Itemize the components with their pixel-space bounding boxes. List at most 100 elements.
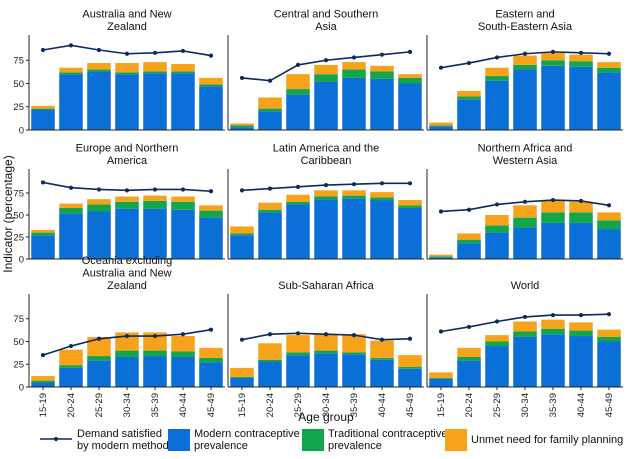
bar-unmet <box>286 335 310 353</box>
bar-unmet <box>199 347 223 358</box>
bar-traditional <box>258 108 282 112</box>
panel-7: Sub-Saharan Africa 15-19 20-24 25-29 30-34 35… <box>227 280 424 417</box>
x-tick-label: 20-24 <box>66 393 77 417</box>
demand-point <box>180 187 186 192</box>
bar-modern <box>31 235 55 259</box>
bar-modern <box>370 78 394 130</box>
bar-modern <box>429 257 453 259</box>
panel-title-line: Asia <box>315 21 337 33</box>
bar-unmet <box>429 122 453 126</box>
bar-traditional <box>541 60 565 66</box>
bar-unmet <box>171 336 195 352</box>
bar-unmet <box>597 212 621 221</box>
demand-point <box>438 329 444 334</box>
bar-unmet <box>199 205 223 211</box>
y-tick-label: 75 <box>13 188 24 199</box>
bar-traditional <box>398 366 422 369</box>
panel-8: World 15-19 20-24 25-29 30-34 35-39 40-44 45-49 <box>426 280 623 417</box>
bar-modern <box>370 359 394 387</box>
bar-unmet <box>398 200 422 206</box>
demand-point <box>323 332 329 337</box>
demand-point <box>438 65 444 70</box>
x-tick-label: 25-29 <box>94 393 105 417</box>
bar-modern <box>59 74 83 130</box>
legend-key-demand-point <box>53 436 59 442</box>
panel-title-line: Western Asia <box>493 155 558 167</box>
bar-traditional <box>258 209 282 213</box>
bar-modern <box>597 229 621 259</box>
bar-traditional <box>541 212 565 223</box>
demand-point <box>239 337 245 342</box>
bar-unmet <box>115 63 139 73</box>
demand-point <box>379 52 385 57</box>
bar-traditional <box>370 71 394 79</box>
panel-title-line: Zealand <box>107 21 147 33</box>
bar-traditional <box>398 205 422 208</box>
demand-point <box>124 188 130 193</box>
panel-title-line: Northern Africa and <box>478 143 573 155</box>
bar-modern <box>230 235 254 259</box>
bar-traditional <box>286 352 310 356</box>
demand-point <box>550 49 556 54</box>
bar-modern <box>31 382 55 387</box>
bar-modern <box>87 360 111 387</box>
demand-point <box>550 197 556 203</box>
bar-modern <box>87 71 111 130</box>
bar-traditional <box>342 69 366 78</box>
legend-label: Demand satisfied <box>77 428 162 440</box>
demand-point <box>438 209 444 214</box>
bar-modern <box>398 207 422 259</box>
bar-unmet <box>457 90 481 97</box>
y-tick-label: 25 <box>13 102 24 113</box>
bar-traditional <box>457 96 481 100</box>
x-tick-label: 30-34 <box>122 393 133 417</box>
bar-traditional <box>370 197 394 201</box>
x-tick-label: 15-19 <box>38 393 49 417</box>
bar-unmet <box>314 64 338 75</box>
bar-unmet <box>398 355 422 367</box>
bar-traditional <box>87 69 111 72</box>
bar-traditional <box>541 328 565 335</box>
demand-point <box>295 331 301 336</box>
bar-traditional <box>31 232 55 236</box>
bar-traditional <box>31 108 55 110</box>
bar-modern <box>171 73 195 130</box>
bar-modern <box>199 86 223 130</box>
demand-point <box>466 207 472 212</box>
bar-traditional <box>597 67 621 73</box>
x-tick-label: 45-49 <box>604 393 615 417</box>
bar-modern <box>258 361 282 387</box>
demand-point <box>124 51 130 56</box>
bar-modern <box>370 200 394 259</box>
bar-traditional <box>286 89 310 95</box>
bar-modern <box>457 243 481 259</box>
demand-point <box>522 51 528 56</box>
bar-traditional <box>59 365 83 368</box>
x-tick-label: 35-39 <box>548 393 559 417</box>
demand-point <box>407 181 413 186</box>
bar-modern <box>485 80 509 130</box>
bar-modern <box>457 99 481 130</box>
demand-point <box>522 314 528 320</box>
y-tick-label: 0 <box>19 382 24 393</box>
bar-traditional <box>314 196 338 200</box>
bar-modern <box>342 77 366 130</box>
panel-title-line: Sub-Saharan Africa <box>278 280 374 292</box>
legend-label: prevalence <box>328 440 382 452</box>
bar-traditional <box>258 359 282 362</box>
y-tick-label: 50 <box>13 79 24 90</box>
bar-traditional <box>143 200 167 209</box>
bar-traditional <box>429 125 453 127</box>
bar-traditional <box>485 341 509 347</box>
bar-unmet <box>429 254 453 257</box>
bar-unmet <box>513 55 537 65</box>
demand-point <box>379 181 385 186</box>
bar-modern <box>541 222 565 259</box>
bar-unmet <box>314 190 338 197</box>
bar-traditional <box>429 256 453 258</box>
y-tick-label: 75 <box>13 314 24 325</box>
bar-modern <box>199 217 223 259</box>
bar-traditional <box>485 76 509 81</box>
demand-point <box>494 202 500 207</box>
